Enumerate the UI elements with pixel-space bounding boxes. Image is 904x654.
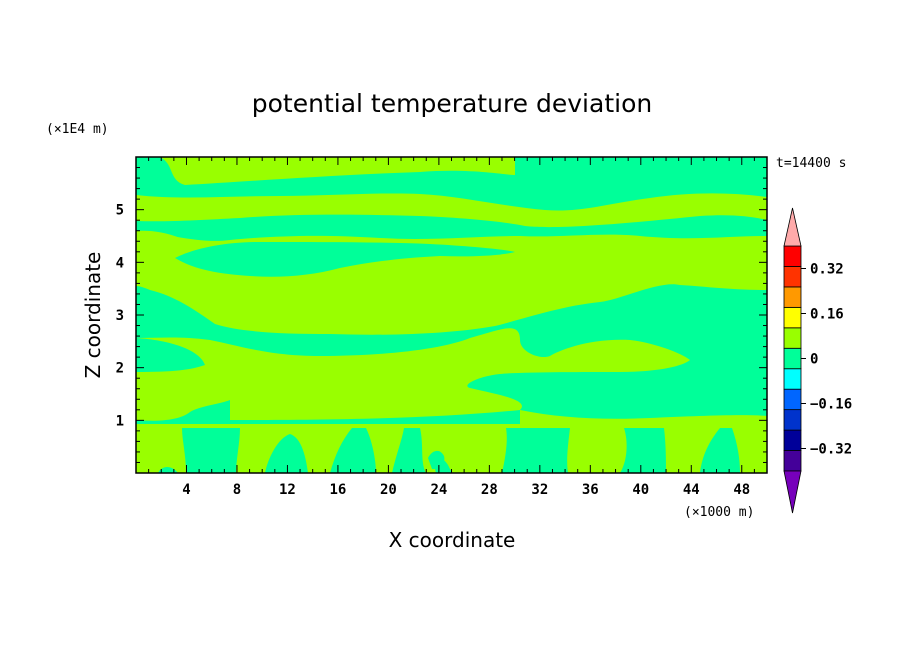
y-tick-label: 5: [116, 203, 124, 219]
x-tick-label: 4: [182, 482, 190, 498]
band-positive-lower: [136, 328, 690, 421]
colorbar-tick-label: 0.16: [810, 307, 844, 323]
band-positive-bottom-strip: [136, 424, 767, 428]
band-positive-upper: [136, 193, 767, 228]
x-tick-label: 48: [733, 482, 750, 498]
colorbar-swatch: [783, 368, 802, 390]
x-tick-label: 36: [582, 482, 599, 498]
x-tick-label: 16: [329, 482, 346, 498]
band-positive-bottom-columns: [136, 428, 767, 473]
y-tick-label: 3: [116, 308, 124, 324]
colorbar-swatch: [783, 347, 802, 370]
colorbar-tick-label: −0.32: [810, 442, 852, 458]
colorbar-tick-label: 0.32: [810, 262, 844, 278]
y-tick-label: 4: [116, 255, 124, 271]
band-positive-lower-right: [520, 410, 767, 424]
colorbar-swatch: [783, 327, 802, 349]
x-unit-label: (×1000 m): [684, 505, 754, 520]
x-tick-label: 8: [233, 482, 241, 498]
y-tick-label: 1: [116, 413, 124, 429]
y-axis-label: Z coordinate: [81, 252, 105, 379]
colorbar-swatch: [783, 388, 802, 411]
x-tick-label: 32: [531, 482, 548, 498]
colorbar-over-arrow: [783, 207, 802, 247]
x-tick-label: 44: [683, 482, 700, 498]
colorbar-swatch: [783, 450, 802, 472]
colorbar-tick-label: −0.16: [810, 397, 852, 413]
band-negative-island-upper: [175, 242, 515, 277]
chart-title: potential temperature deviation: [252, 89, 652, 118]
x-tick-label: 20: [380, 482, 397, 498]
x-tick-label: 40: [632, 482, 649, 498]
time-label: t=14400 s: [776, 156, 846, 171]
x-axis-label: X coordinate: [389, 528, 516, 552]
colorbar-swatch: [783, 286, 802, 308]
y-unit-label: (×1E4 m): [46, 122, 109, 137]
colorbar-swatch: [783, 306, 802, 329]
colorbar-swatch: [783, 429, 802, 451]
colorbar: 0.32 0.16 0 −0.16 −0.32: [783, 207, 852, 514]
y-axis-ticks: 1 2 3 4 5: [116, 167, 767, 463]
colorbar-swatch: [783, 409, 802, 431]
colorbar-swatch: [783, 245, 802, 267]
x-tick-label: 28: [481, 482, 498, 498]
contour-fill: [136, 157, 767, 473]
colorbar-tick-label: 0: [810, 352, 818, 368]
x-tick-label: 24: [430, 482, 447, 498]
colorbar-under-arrow: [783, 470, 802, 514]
x-tick-label: 12: [279, 482, 296, 498]
colorbar-swatch: [783, 266, 802, 288]
x-axis-ticks: 4 8 12 16 20 24 28 32 36 40 44 48: [148, 157, 755, 498]
band-positive-top: [160, 157, 515, 185]
y-tick-label: 2: [116, 361, 124, 377]
